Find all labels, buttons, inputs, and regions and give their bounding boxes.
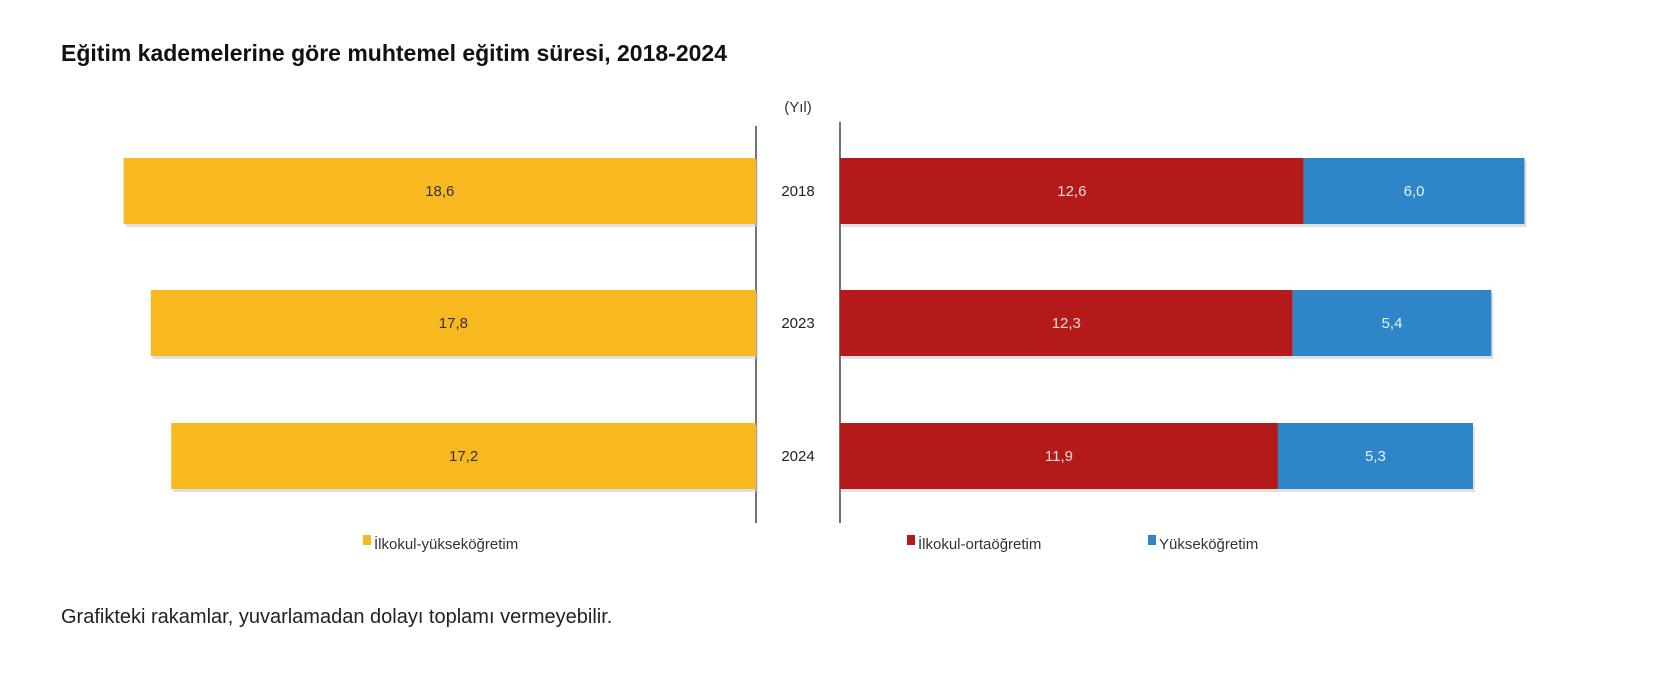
bar-yuksekogretim-2018: [1303, 158, 1525, 224]
data-label: 17,2: [449, 448, 478, 465]
data-label: 12,3: [1052, 315, 1081, 332]
legend-swatch: [1148, 535, 1156, 545]
bar-ilkokul-yuksekogretim-2018: [123, 158, 757, 224]
data-label: 12,6: [1057, 183, 1086, 200]
legend-label: İlkokul-ortaöğretim: [918, 535, 1041, 553]
data-label: 11,9: [1045, 448, 1073, 465]
data-label: 18,6: [425, 183, 454, 200]
bar-ilkokul-ortaogretim-2023: [840, 290, 1293, 356]
bar-yuksekogretim-2023: [1292, 290, 1492, 356]
bar-ilkokul-yuksekogretim-2024: [171, 423, 756, 489]
data-label: 6,0: [1404, 183, 1425, 200]
legend-label: Yükseköğretim: [1159, 536, 1258, 553]
chart-title: Eğitim kademelerine göre muhtemel eğitim…: [61, 40, 728, 66]
data-label: 17,8: [439, 315, 468, 332]
unit-label: (Yıl): [784, 99, 812, 116]
legend-label: İlkokul-yükseköğretim: [374, 535, 518, 553]
bar-ilkokul-ortaogretim-2024: [840, 423, 1278, 489]
legend-swatch: [907, 535, 915, 545]
bar-ilkokul-yuksekogretim-2023: [150, 290, 757, 356]
bar-yuksekogretim-2024: [1277, 423, 1473, 489]
category-label: 2024: [781, 448, 814, 465]
bar-ilkokul-ortaogretim-2018: [840, 158, 1304, 224]
legend-swatch: [363, 535, 371, 545]
data-label: 5,3: [1365, 448, 1386, 465]
category-label: 2023: [781, 315, 814, 332]
category-label: 2018: [781, 183, 814, 200]
data-label: 5,4: [1382, 315, 1403, 332]
footnote: Grafikteki rakamlar, yuvarlamadan dolayı…: [61, 606, 613, 628]
